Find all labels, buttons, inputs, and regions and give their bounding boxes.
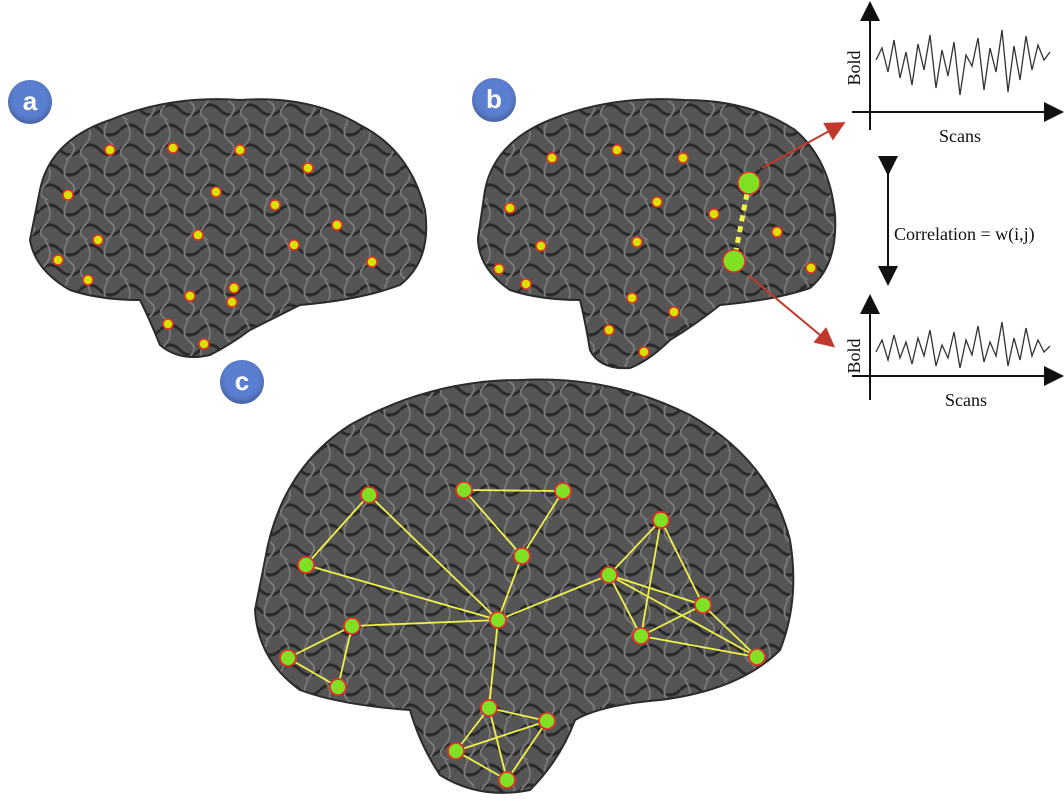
panel-b-badge: b (472, 78, 516, 122)
bottom-plot-ylabel: Bold (844, 338, 864, 373)
correlation-indicator: Correlation = w(i,j) (878, 156, 1035, 286)
top-plot-ylabel: Bold (844, 50, 864, 85)
network-nodes (279, 481, 766, 789)
top-plot-xlabel: Scans (939, 126, 981, 146)
top-bold-signal (875, 29, 1051, 96)
arrow-to-bottom-plot (747, 274, 836, 348)
panel-a-badge: a (8, 80, 52, 124)
correlation-label: Correlation = w(i,j) (894, 224, 1035, 245)
panel-c-badge: c (220, 360, 264, 404)
network-edges (287, 489, 758, 781)
bottom-bold-plot: Bold Scans (844, 294, 1064, 410)
brain-a (28, 98, 428, 358)
brain-c (253, 378, 795, 794)
brain-b-selected-pair (722, 122, 846, 348)
brain-b-nodes (493, 144, 817, 358)
brain-a-nodes (52, 142, 378, 350)
top-bold-plot: Bold Scans (844, 1, 1064, 146)
arrow-to-top-plot (761, 122, 846, 169)
bottom-bold-signal (875, 321, 1051, 369)
bottom-plot-xlabel: Scans (945, 390, 987, 410)
